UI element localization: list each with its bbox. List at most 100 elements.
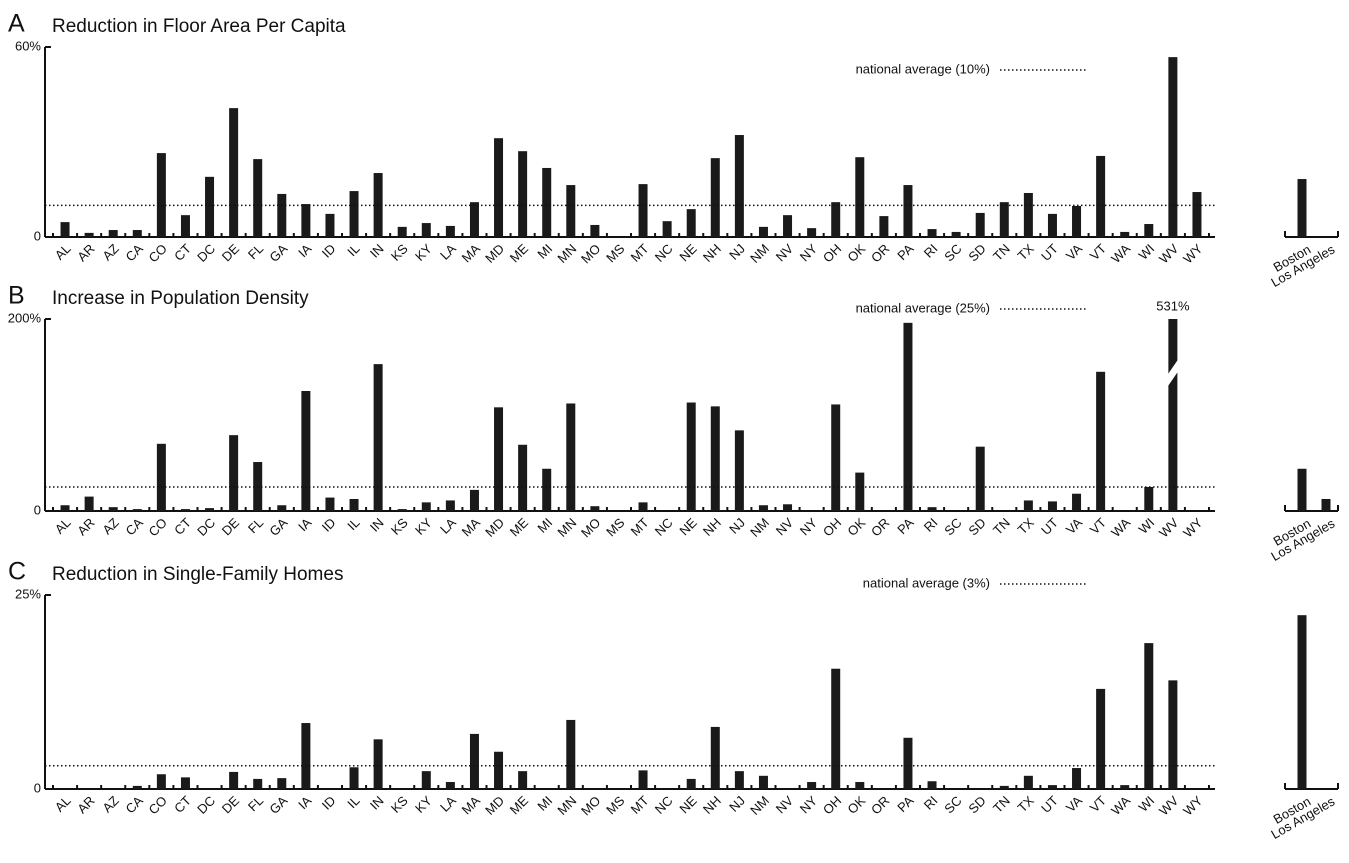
x-tick-label: MT — [628, 515, 652, 539]
x-tick-label: NM — [747, 241, 772, 266]
bar — [855, 472, 865, 511]
x-tick-label: FL — [245, 515, 266, 536]
x-tick-label: NE — [676, 515, 700, 539]
x-tick-label: TN — [990, 515, 1013, 538]
bar — [590, 506, 600, 511]
bar — [1120, 231, 1130, 237]
x-tick-label: CO — [146, 793, 170, 817]
x-tick-label: FL — [245, 793, 266, 814]
bar — [1023, 775, 1033, 789]
bar — [831, 668, 841, 789]
bar — [301, 391, 311, 511]
x-tick-label: IN — [367, 515, 387, 535]
x-tick-label: GA — [266, 241, 290, 265]
x-tick-label: WY — [1180, 793, 1206, 819]
x-tick-label: CO — [146, 515, 170, 539]
x-tick-label: MI — [534, 793, 555, 814]
axis-break — [1167, 359, 1179, 387]
bar — [1144, 487, 1154, 511]
bar — [783, 504, 793, 511]
x-tick-label: RI — [921, 241, 941, 261]
x-tick-label: WV — [1156, 515, 1182, 541]
bar — [1168, 680, 1178, 789]
x-tick-label: VT — [1087, 241, 1109, 263]
x-tick-label: MD — [482, 515, 507, 540]
bar — [1096, 155, 1106, 237]
bar — [469, 733, 479, 789]
x-tick-label: MD — [482, 241, 507, 266]
bar — [686, 209, 696, 237]
x-tick-label: NY — [797, 241, 821, 265]
bar — [518, 444, 528, 511]
bar — [373, 364, 383, 511]
x-tick-label: TX — [1015, 793, 1038, 816]
x-tick-label: MO — [578, 515, 603, 540]
x-tick-label: KY — [412, 241, 435, 264]
bar — [903, 322, 913, 511]
x-tick-label: WV — [1156, 241, 1182, 267]
panel-letter: B — [8, 282, 25, 310]
bar — [84, 496, 94, 511]
x-tick-label: VA — [1063, 241, 1085, 263]
x-tick-label: VA — [1063, 793, 1085, 815]
x-tick-label: KS — [388, 241, 411, 264]
x-tick-label: MD — [482, 793, 507, 818]
bar — [253, 159, 263, 237]
reference-label: national average (10%) — [856, 61, 990, 76]
x-tick-label: NH — [700, 793, 724, 817]
x-tick-label: IA — [295, 515, 315, 535]
side-bar — [1297, 468, 1307, 511]
x-tick-label: WA — [1108, 241, 1133, 266]
x-tick-label: MO — [578, 793, 603, 818]
bar — [373, 739, 383, 789]
x-tick-label: RI — [921, 793, 941, 813]
x-tick-label: OH — [820, 241, 844, 265]
bar — [108, 507, 118, 511]
bar — [445, 225, 455, 237]
x-tick-label: WY — [1180, 515, 1206, 541]
x-tick-label: TX — [1015, 515, 1038, 538]
y-tick-label: 0 — [34, 228, 41, 243]
x-tick-label: ID — [319, 793, 339, 813]
bar — [518, 151, 528, 237]
x-tick-label: TN — [990, 793, 1013, 816]
bar — [156, 443, 166, 511]
chart-title: Increase in Population Density — [52, 288, 309, 309]
x-tick-label: SC — [941, 793, 964, 816]
y-tick-label: 0 — [34, 780, 41, 795]
x-tick-label: MA — [459, 515, 484, 540]
bar — [108, 230, 118, 237]
bar — [1023, 192, 1033, 237]
x-tick-label: NY — [797, 793, 821, 817]
x-tick-label: AZ — [99, 793, 121, 815]
bar — [518, 771, 528, 789]
x-tick-label: MA — [459, 241, 484, 266]
bar — [710, 406, 720, 511]
x-tick-label: DE — [219, 241, 243, 265]
x-tick-label: OK — [844, 241, 868, 265]
bar — [1072, 768, 1082, 789]
x-tick-label: GA — [266, 515, 290, 539]
bar — [156, 774, 166, 789]
bar — [1168, 57, 1178, 238]
bar — [1023, 500, 1033, 511]
bar — [686, 778, 696, 789]
x-tick-label: DC — [194, 515, 218, 539]
x-tick-label: NV — [773, 515, 797, 539]
bar — [277, 505, 287, 511]
bar — [494, 407, 504, 511]
x-tick-label: UT — [1038, 241, 1061, 264]
bar — [542, 167, 552, 237]
bar — [180, 215, 190, 237]
x-tick-label: NJ — [726, 241, 748, 263]
bar — [156, 153, 166, 237]
bar — [1168, 319, 1178, 511]
bar — [277, 778, 287, 789]
bar — [84, 232, 94, 237]
x-tick-label: VT — [1087, 515, 1109, 537]
x-tick-label: UT — [1038, 515, 1061, 538]
bar — [903, 185, 913, 237]
bar — [421, 502, 431, 511]
bar — [229, 435, 239, 511]
x-tick-label: MT — [628, 793, 652, 817]
